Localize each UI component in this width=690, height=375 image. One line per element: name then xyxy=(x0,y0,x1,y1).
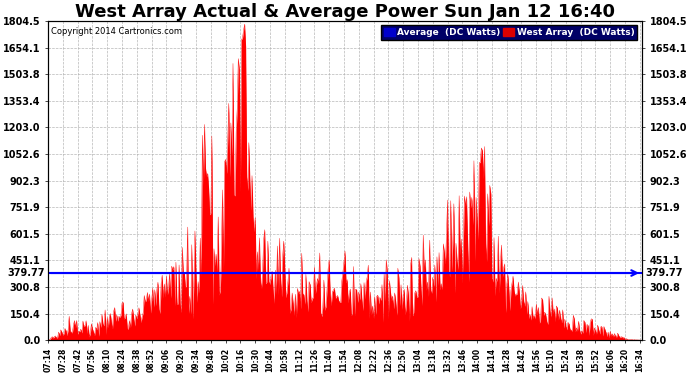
Text: Copyright 2014 Cartronics.com: Copyright 2014 Cartronics.com xyxy=(51,27,182,36)
Text: 379.77: 379.77 xyxy=(645,268,682,278)
Legend: Average  (DC Watts), West Array  (DC Watts): Average (DC Watts), West Array (DC Watts… xyxy=(382,26,638,40)
Text: 379.77: 379.77 xyxy=(8,268,45,278)
Title: West Array Actual & Average Power Sun Jan 12 16:40: West Array Actual & Average Power Sun Ja… xyxy=(75,3,615,21)
